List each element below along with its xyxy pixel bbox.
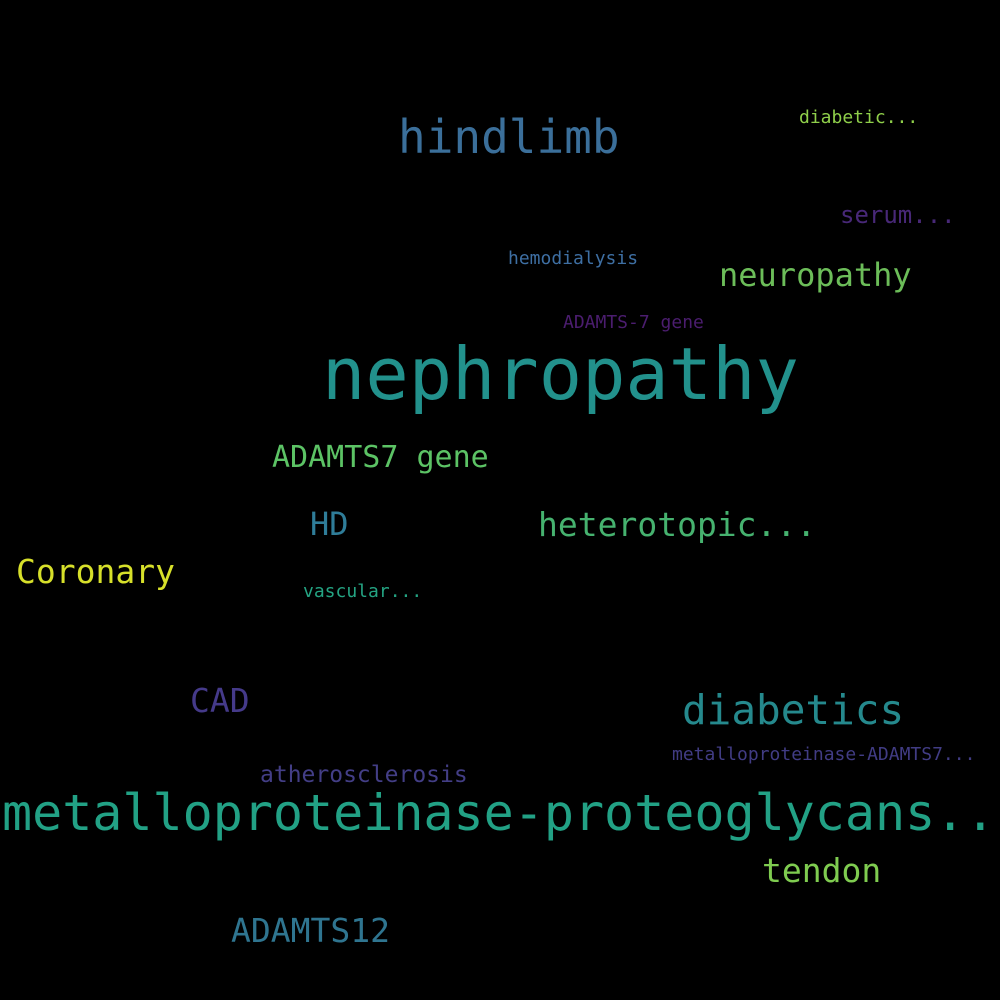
word-neuropathy: neuropathy: [719, 256, 912, 294]
word-cad: CAD: [190, 681, 250, 720]
word-atherosclerosis: atherosclerosis: [260, 762, 468, 788]
word-coronary: Coronary: [16, 552, 175, 591]
word-hindlimb: hindlimb: [398, 110, 620, 164]
word-hd: HD: [310, 505, 349, 543]
word-adamts7-gene: ADAMTS7 gene: [272, 440, 489, 475]
word-tendon: tendon: [762, 851, 882, 890]
word-metalloproteinase-adamts7: metalloproteinase-ADAMTS7...: [672, 744, 976, 765]
word-serum: serum...: [840, 201, 956, 229]
word-metalloproteinase-proteoglycans: metalloproteinase-proteoglycans...: [2, 784, 1000, 842]
word-diabetic: diabetic...: [799, 107, 919, 128]
word-adamts12: ADAMTS12: [231, 911, 390, 950]
word-nephropathy: nephropathy: [322, 332, 799, 416]
word-hemodialysis: hemodialysis: [508, 248, 639, 269]
word-diabetics: diabetics: [682, 686, 905, 734]
word-adamts-7-gene: ADAMTS-7 gene: [563, 312, 704, 333]
word-vascular: vascular...: [303, 581, 423, 602]
word-heterotopic: heterotopic...: [538, 505, 817, 544]
